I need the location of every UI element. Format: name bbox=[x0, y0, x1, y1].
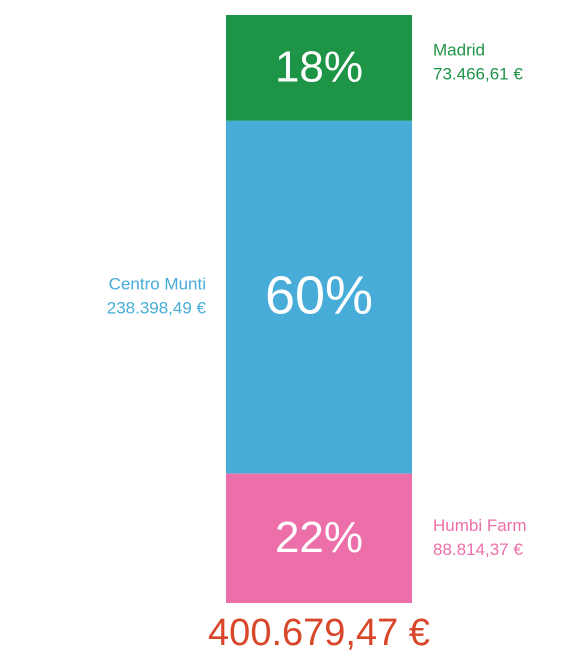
amount-label: 73.466,61 € bbox=[433, 64, 523, 83]
bar-segment bbox=[226, 120, 412, 474]
total-label: 400.679,47 € bbox=[208, 612, 430, 654]
amount-label: 238.398,49 € bbox=[107, 299, 207, 318]
percent-label: 60% bbox=[265, 266, 373, 326]
amount-label: 88.814,37 € bbox=[433, 540, 523, 559]
percent-label: 22% bbox=[275, 513, 363, 562]
series-name: Centro Munti bbox=[109, 275, 206, 294]
bar-segment bbox=[226, 15, 412, 121]
series-name: Madrid bbox=[433, 40, 485, 59]
percent-label: 18% bbox=[275, 43, 363, 92]
bar-segment bbox=[226, 473, 412, 603]
series-name: Humbi Farm bbox=[433, 516, 527, 535]
